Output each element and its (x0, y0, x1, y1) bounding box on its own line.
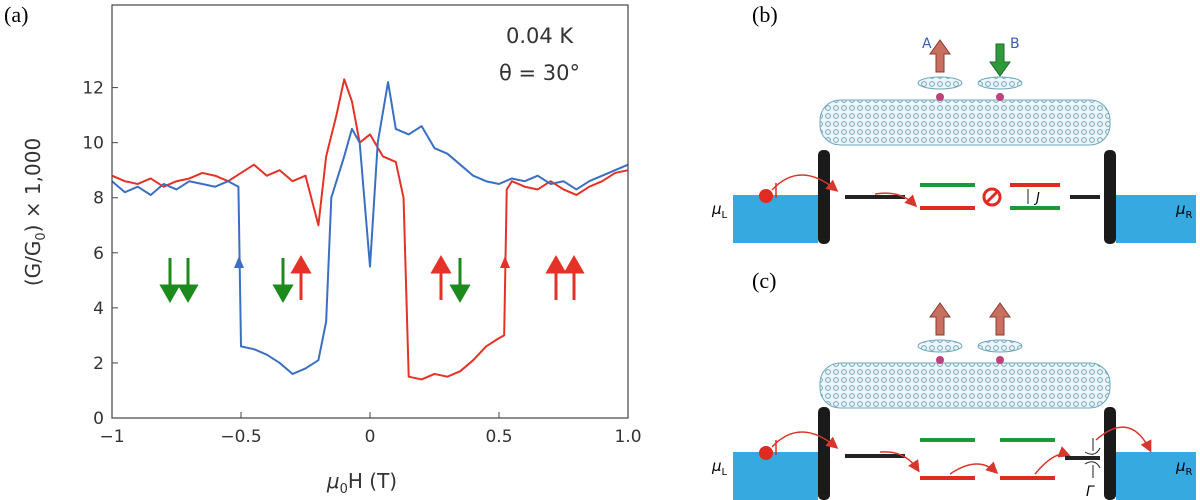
panel-label: (a) (4, 2, 28, 27)
diagram-c: μL μR Γ (711, 302, 1196, 500)
panel-label: (c) (752, 268, 776, 293)
molecule (977, 339, 1023, 353)
chemical-potential: μL (711, 457, 728, 478)
x-tick-label: −0.5 (220, 427, 261, 447)
series-line (111, 78, 629, 381)
diagram-b: A B μL μR J (711, 36, 1196, 244)
annotation: θ = 30° (499, 61, 580, 85)
plot-frame (111, 4, 629, 419)
series-line (111, 81, 629, 375)
y-tick-label: 10 (82, 134, 104, 154)
x-axis-label: μ0H (T) (326, 469, 397, 497)
x-tick-label: 1.0 (614, 427, 641, 447)
molecule (917, 339, 963, 353)
y-axis-label: (G/G0) × 1,000 (21, 138, 49, 286)
x-tick-label: −1 (99, 427, 124, 447)
chemical-potential: μR (1175, 457, 1193, 478)
spin-arrows (159, 254, 585, 304)
nanotube (819, 362, 1111, 409)
chemical-potential: μL (711, 200, 728, 221)
chemical-potential: μR (1175, 200, 1193, 221)
molecule-label: B (1010, 36, 1020, 52)
coupling-label: J (1033, 191, 1040, 206)
y-tick-label: 12 (82, 79, 104, 99)
x-tick-label: 0.5 (485, 427, 512, 447)
annotation: 0.04 K (506, 24, 574, 48)
molecule (917, 76, 963, 90)
y-tick-label: 2 (93, 354, 104, 374)
nanotube (819, 99, 1111, 146)
molecule (977, 76, 1023, 90)
x-tick-label: 0 (365, 427, 376, 447)
molecule-label: A (922, 36, 932, 52)
panel-label: (b) (752, 2, 778, 27)
y-tick-label: 8 (93, 189, 104, 209)
y-tick-label: 6 (93, 244, 104, 264)
broadening-label: Γ (1086, 484, 1095, 500)
y-tick-label: 0 (93, 409, 104, 429)
y-tick-label: 4 (93, 299, 104, 319)
